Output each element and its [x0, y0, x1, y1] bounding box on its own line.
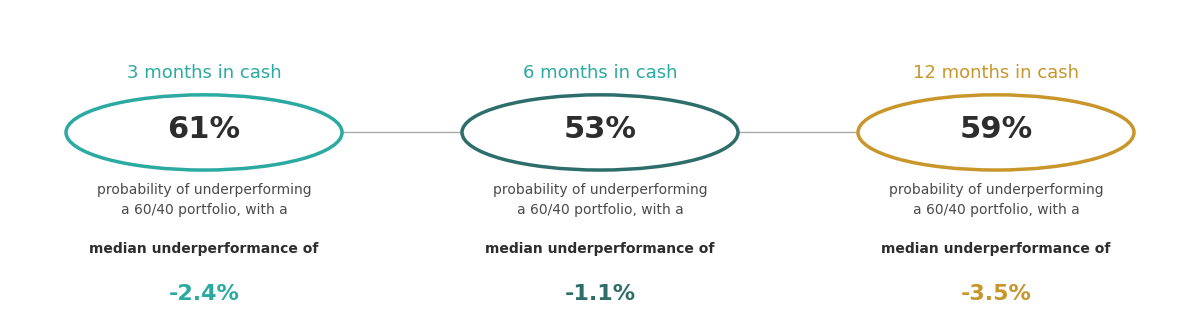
Text: median underperformance of: median underperformance of	[485, 242, 715, 256]
Text: -3.5%: -3.5%	[960, 284, 1032, 304]
Text: -1.1%: -1.1%	[564, 284, 636, 304]
Circle shape	[858, 95, 1134, 170]
Text: median underperformance of: median underperformance of	[881, 242, 1111, 256]
Text: 61%: 61%	[168, 115, 240, 144]
Circle shape	[462, 95, 738, 170]
Circle shape	[66, 95, 342, 170]
Text: 6 months in cash: 6 months in cash	[523, 64, 677, 82]
Text: probability of underperforming
a 60/40 portfolio, with a: probability of underperforming a 60/40 p…	[97, 183, 311, 216]
Text: median underperformance of: median underperformance of	[89, 242, 319, 256]
Text: 53%: 53%	[564, 115, 636, 144]
Text: 3 months in cash: 3 months in cash	[127, 64, 281, 82]
Text: probability of underperforming
a 60/40 portfolio, with a: probability of underperforming a 60/40 p…	[889, 183, 1103, 216]
Text: -2.4%: -2.4%	[168, 284, 240, 304]
Text: 59%: 59%	[959, 115, 1033, 144]
Text: probability of underperforming
a 60/40 portfolio, with a: probability of underperforming a 60/40 p…	[493, 183, 707, 216]
Text: 12 months in cash: 12 months in cash	[913, 64, 1079, 82]
